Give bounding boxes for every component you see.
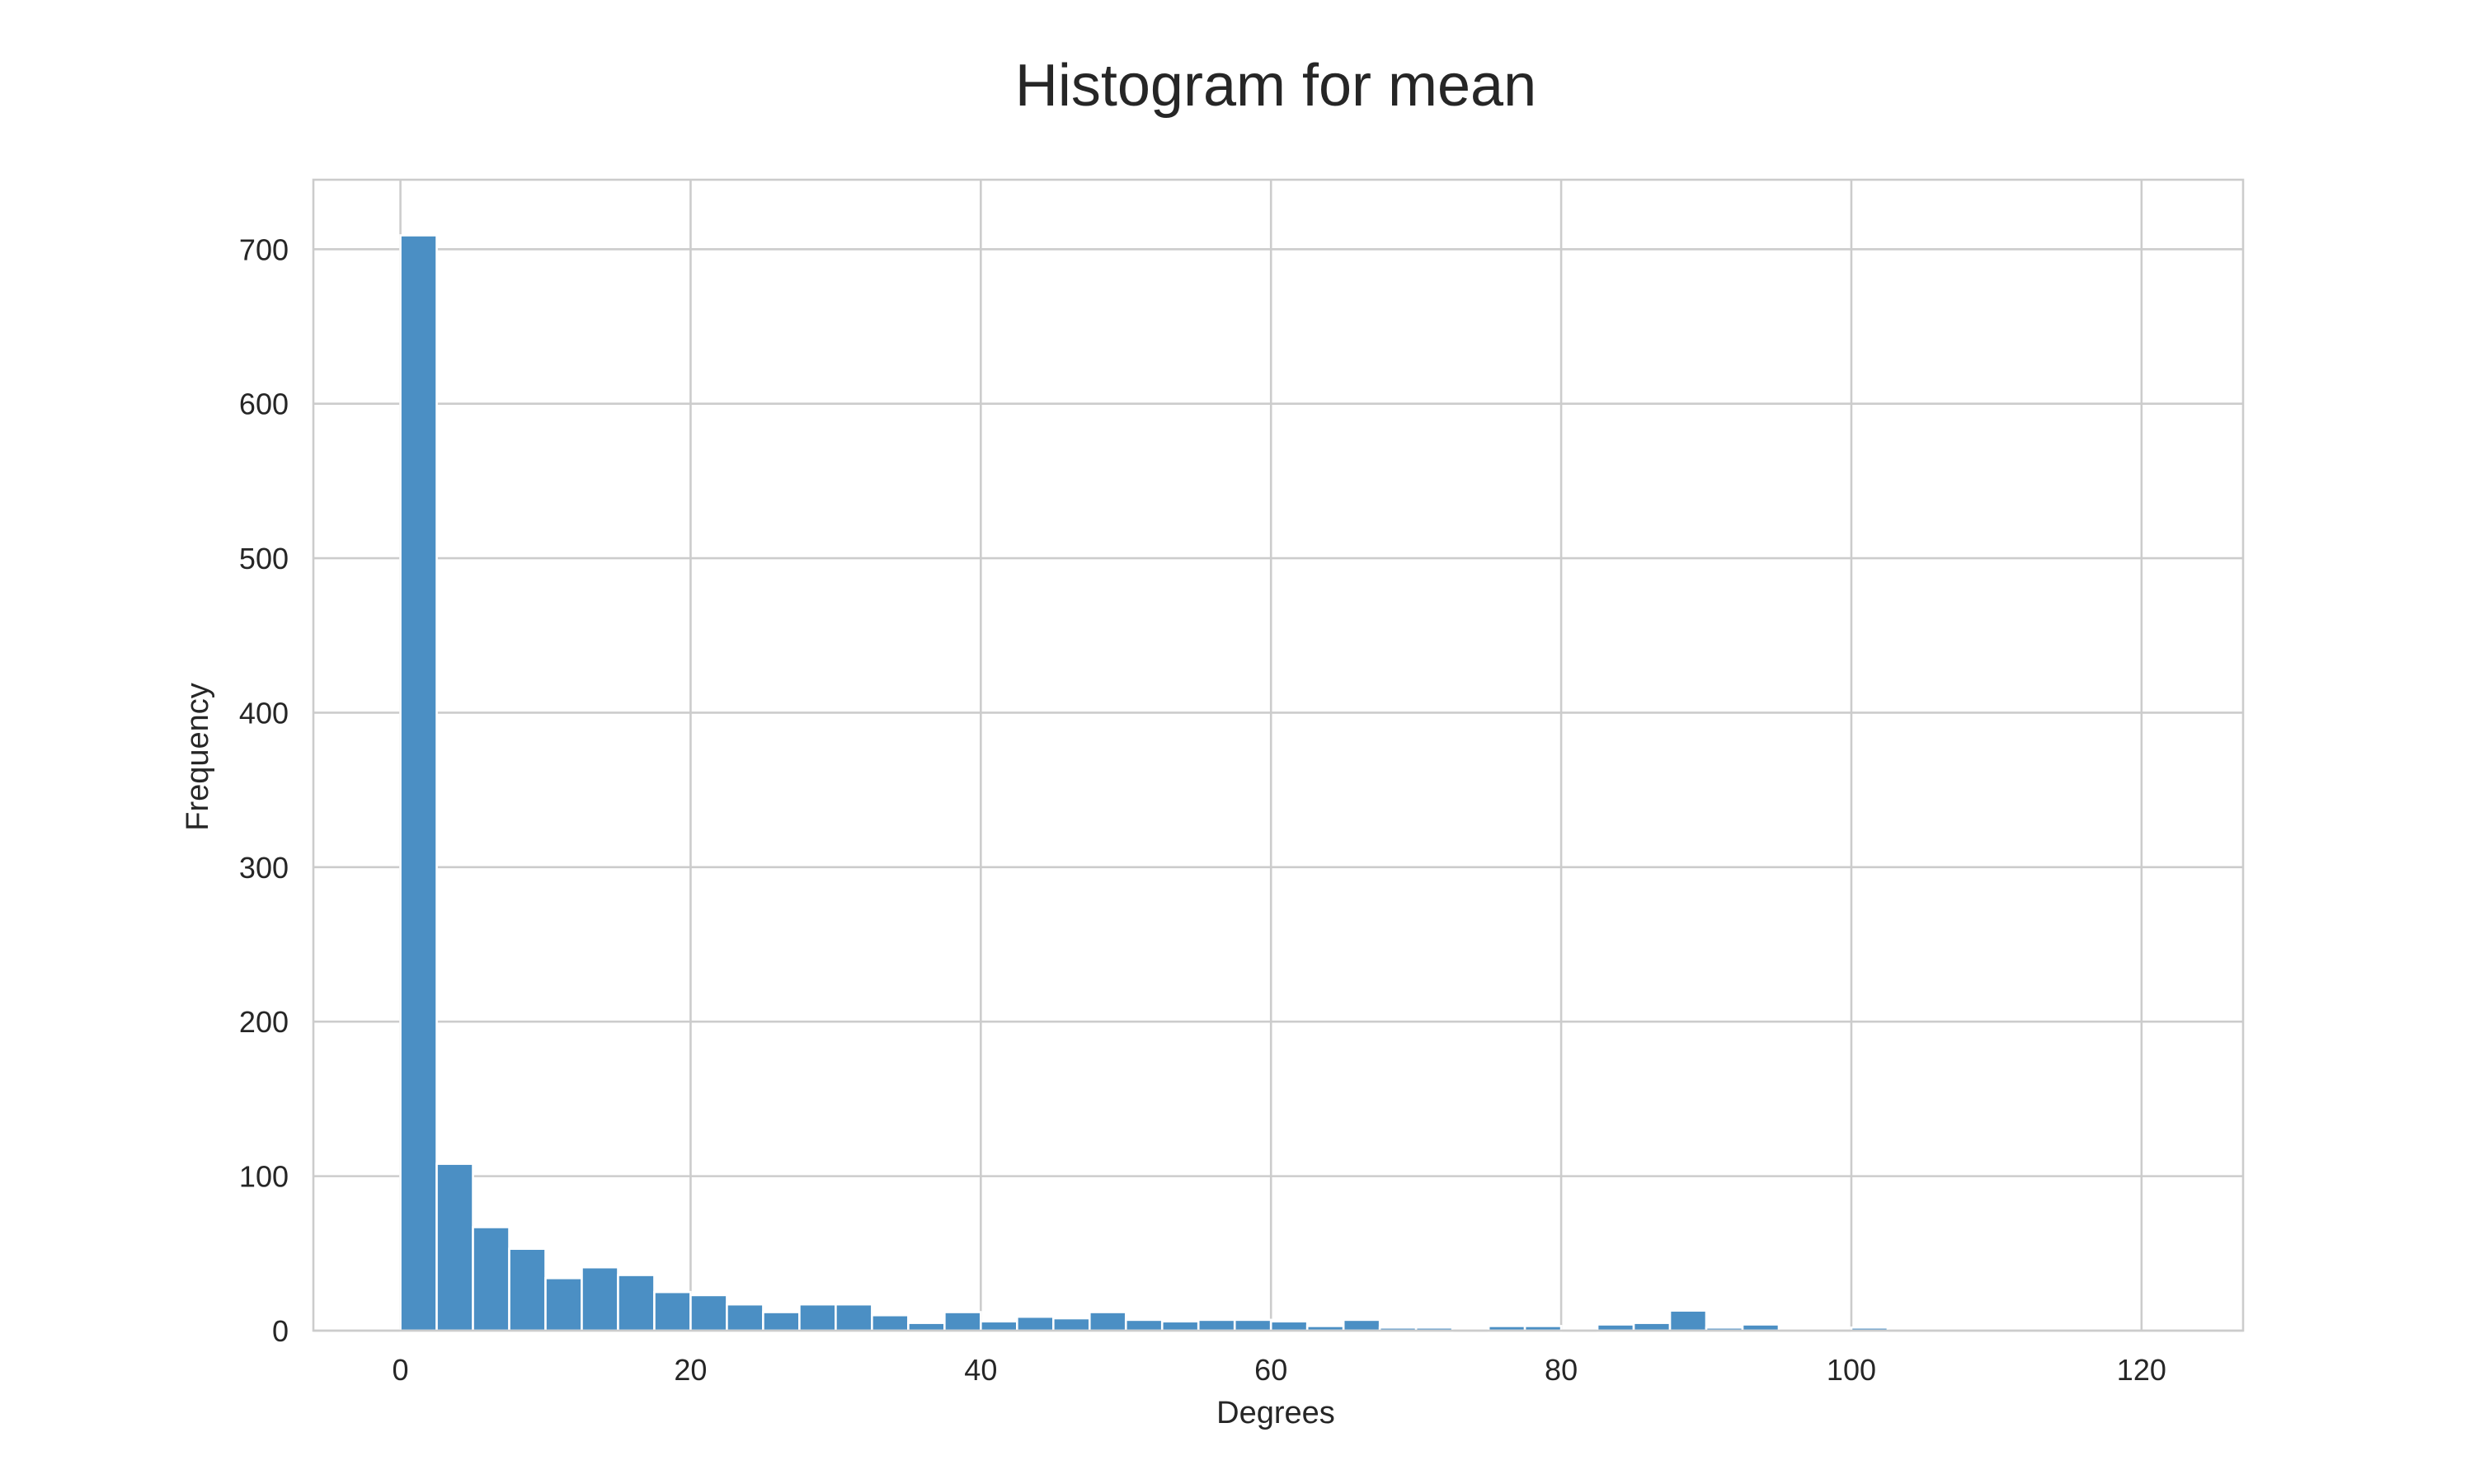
- histogram-bar: [435, 1162, 474, 1332]
- x-tick-labels: 0 20 40 60 80 100 120: [393, 1353, 2166, 1387]
- y-tick-label: 300: [239, 851, 289, 885]
- histogram-bar: [1160, 1320, 1200, 1332]
- histogram-bar: [1051, 1317, 1091, 1332]
- y-tick-label: 600: [239, 387, 289, 421]
- y-axis-label: Frequency: [181, 683, 215, 831]
- plot-frame: [312, 178, 2245, 1332]
- histogram-bar: [943, 1311, 982, 1332]
- x-axis-label: Degrees: [1216, 1396, 1335, 1430]
- histogram-bar: [1668, 1309, 1708, 1332]
- histogram-bar: [1632, 1322, 1672, 1332]
- x-tick-label: 120: [2117, 1353, 2166, 1387]
- histogram-bar: [508, 1247, 547, 1332]
- y-tick-label: 500: [239, 542, 289, 575]
- histogram-bar: [1197, 1318, 1236, 1332]
- histogram-bar: [581, 1266, 619, 1332]
- histogram-bar: [980, 1320, 1018, 1332]
- x-tick-label: 80: [1545, 1353, 1578, 1387]
- histogram-bar: [472, 1226, 510, 1332]
- histogram-bar: [798, 1303, 837, 1332]
- x-tick-label: 0: [393, 1353, 409, 1387]
- histogram-bar: [1124, 1318, 1164, 1332]
- y-tick-labels: 0 100 200 300 400 500 600 700: [239, 232, 289, 1348]
- y-tick-label: 400: [239, 696, 289, 730]
- histogram-bar: [1088, 1311, 1127, 1332]
- x-tick-label: 20: [674, 1353, 707, 1387]
- histogram-bar: [1342, 1318, 1381, 1332]
- histogram-bar: [1269, 1320, 1309, 1332]
- histogram-bar: [617, 1274, 656, 1332]
- y-tick-label: 0: [272, 1314, 289, 1348]
- histogram-bar: [726, 1303, 764, 1332]
- histogram-bar: [762, 1311, 801, 1332]
- x-tick-label: 60: [1254, 1353, 1287, 1387]
- bars: [399, 234, 1889, 1332]
- x-tick-label: 100: [1827, 1353, 1876, 1387]
- histogram-bar: [689, 1294, 728, 1332]
- x-tick-label: 40: [964, 1353, 997, 1387]
- histogram-bar: [835, 1303, 873, 1332]
- chart-title: Histogram for mean: [1015, 53, 1536, 119]
- histogram-bar: [1233, 1318, 1272, 1332]
- histogram-bar: [871, 1313, 910, 1332]
- gridlines: [313, 180, 2243, 1332]
- histogram-bar: [653, 1290, 692, 1332]
- y-tick-label: 700: [239, 232, 289, 266]
- y-tick-label: 200: [239, 1005, 289, 1039]
- histogram-bar: [907, 1322, 946, 1332]
- histogram-bar: [1016, 1315, 1055, 1332]
- y-tick-label: 100: [239, 1160, 289, 1194]
- histogram-bar: [544, 1276, 583, 1332]
- histogram-bar: [399, 234, 438, 1332]
